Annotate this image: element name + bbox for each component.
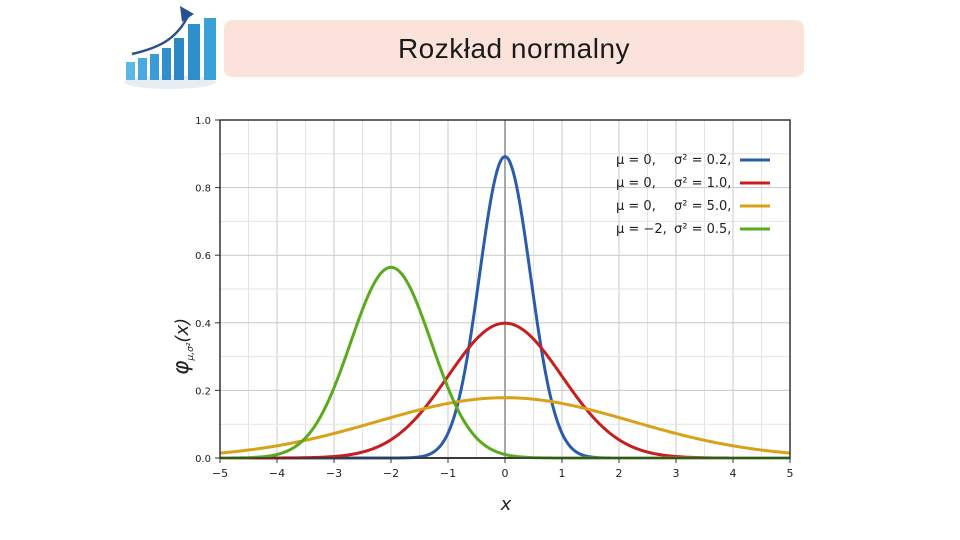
y-tick-label: 0.4 — [195, 319, 211, 330]
slide-title: Rozkład normalny — [397, 32, 631, 64]
logo-bar — [188, 24, 200, 80]
legend-variance-label-3: σ² = 0.5, — [674, 222, 731, 237]
logo-bar — [174, 38, 184, 80]
legend-variance-label-0: σ² = 0.2, — [674, 153, 731, 168]
x-tick-label: −5 — [212, 467, 228, 480]
x-tick-label: 1 — [559, 467, 566, 480]
y-tick-label: 0.2 — [195, 386, 211, 397]
chart-legend: μ = 0, σ² = 0.2, μ = 0, σ² = 1.0, μ = 0, σ² =… — [616, 153, 770, 237]
logo-bar — [162, 48, 171, 80]
chart-axes: −5 −4 −3 −2 −1 0 1 2 3 4 5 0.0 0.2 0.4 0.6 0.8 1.0 — [195, 116, 793, 480]
x-tick-label: −3 — [326, 467, 342, 480]
x-tick-label: 4 — [730, 467, 737, 480]
x-tick-label: −1 — [440, 467, 456, 480]
legend-variance-label-1: σ² = 1.0, — [674, 176, 731, 191]
legend-mu-label-1: μ = 0, — [616, 176, 656, 191]
chart-grid — [219, 119, 791, 459]
logo-arrowhead — [180, 6, 194, 22]
y-tick-label: 0.0 — [195, 454, 211, 465]
y-axis-label: φμ,σ²(x) — [169, 318, 196, 375]
x-tick-label: 3 — [673, 467, 680, 480]
normal-distribution-chart: −5 −4 −3 −2 −1 0 1 2 3 4 5 0.0 0.2 0.4 0.6 0.8 1.0 μ = 0… — [169, 116, 794, 515]
logo-icon — [124, 6, 216, 89]
logo-bar — [138, 58, 147, 80]
x-tick-label: 5 — [787, 467, 794, 480]
y-label-main: φ — [169, 360, 194, 375]
logo-arrow — [131, 15, 190, 56]
y-label-arg: (x) — [172, 318, 193, 343]
logo-bar — [150, 54, 159, 80]
y-tick-label: 0.6 — [195, 251, 211, 262]
legend-mu-label-2: μ = 0, — [616, 199, 656, 214]
series-line-2 — [219, 396, 791, 455]
logo-bar — [204, 18, 216, 80]
legend-mu-label-0: μ = 0, — [616, 153, 656, 168]
y-tick-label: 0.8 — [195, 184, 211, 195]
legend-mu-label-3: μ = −2, — [616, 222, 667, 237]
x-tick-label: 2 — [616, 467, 623, 480]
legend-variance-label-2: σ² = 5.0, — [674, 199, 731, 214]
logo-bar — [126, 62, 135, 80]
x-tick-label: −2 — [383, 467, 399, 480]
title-box: Rozkład normalny — [224, 20, 804, 77]
x-axis-label: x — [500, 494, 512, 515]
x-tick-label: −4 — [269, 467, 285, 480]
y-tick-label: 1.0 — [195, 116, 211, 127]
y-label-sub: μ,σ² — [186, 342, 196, 361]
x-tick-label: 0 — [502, 467, 509, 480]
svg-text:φμ,σ²(x): φμ,σ²(x) — [169, 318, 196, 375]
